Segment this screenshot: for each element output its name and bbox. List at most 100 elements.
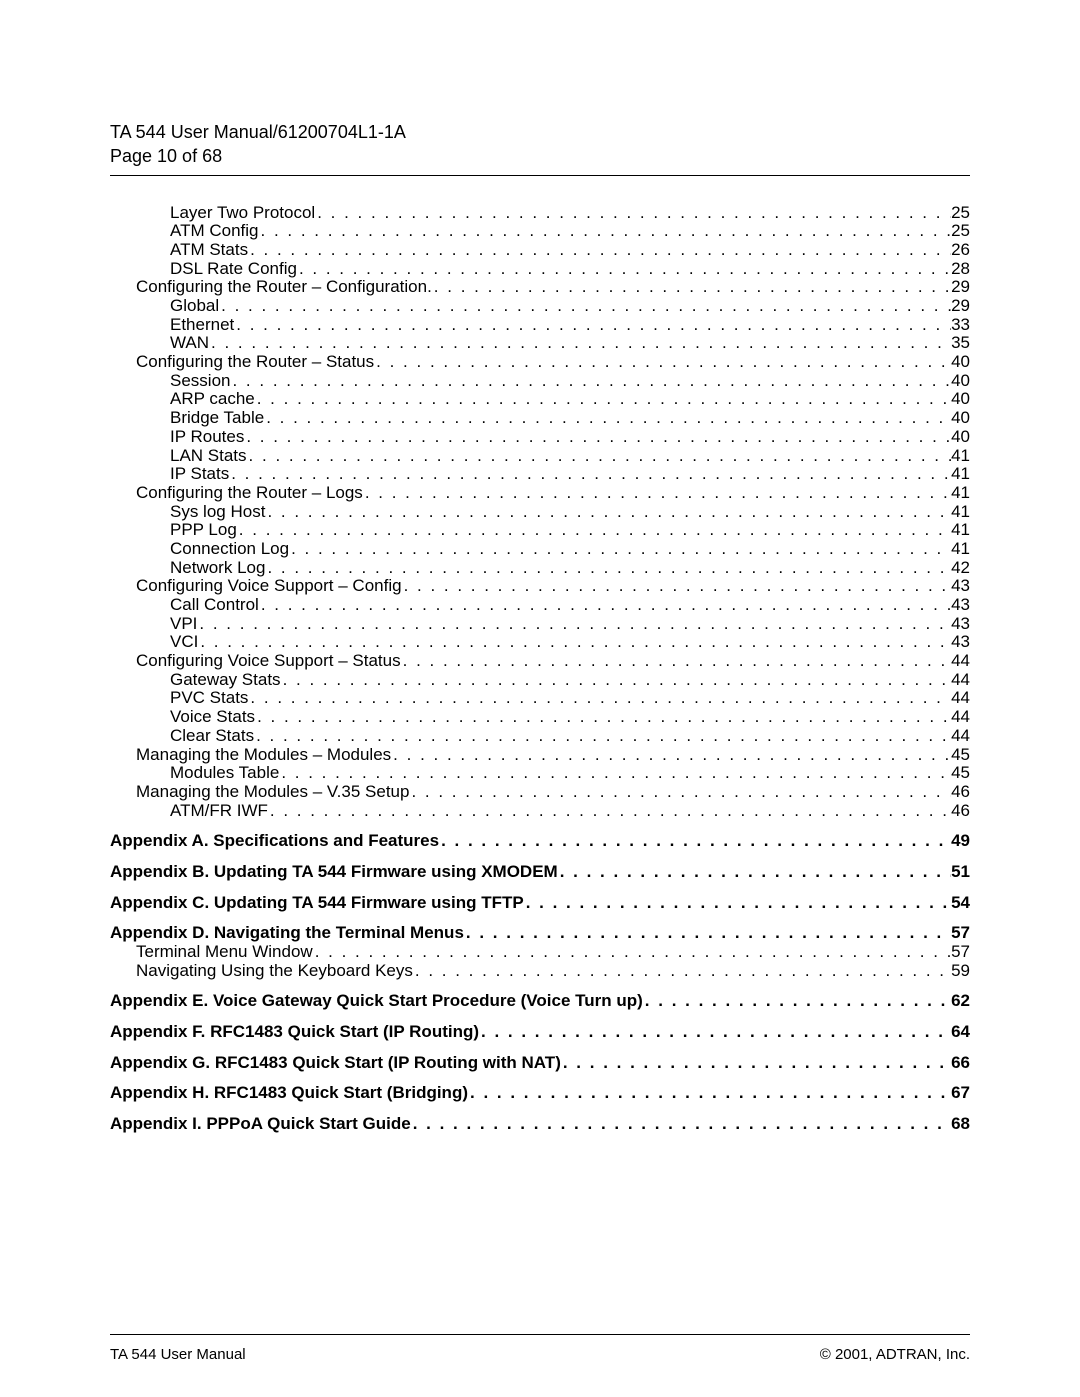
toc-entry-label: Navigating Using the Keyboard Keys	[136, 962, 413, 981]
toc-entry[interactable]: Appendix B. Updating TA 544 Firmware usi…	[110, 863, 970, 882]
toc-entry[interactable]: Gateway Stats 44	[110, 671, 970, 690]
toc-entry-label: DSL Rate Config	[170, 260, 297, 279]
toc-entry-leader	[234, 316, 951, 335]
toc-entry-page: 45	[951, 746, 970, 765]
toc-entry-label: Modules Table	[170, 764, 279, 783]
toc-entry-page: 44	[951, 708, 970, 727]
toc-entry-page: 41	[951, 540, 970, 559]
toc-entry-leader	[432, 278, 951, 297]
toc-entry-label: Appendix H. RFC1483 Quick Start (Bridgin…	[110, 1084, 468, 1103]
toc-entry-label: Managing the Modules – V.35 Setup	[136, 783, 409, 802]
toc-entry[interactable]: ATM/FR IWF 46	[110, 802, 970, 821]
toc-entry[interactable]: VCI 43	[110, 633, 970, 652]
toc-entry-leader	[259, 222, 952, 241]
toc-entry-leader	[524, 894, 951, 913]
toc-entry-leader	[255, 708, 951, 727]
toc-entry-page: 41	[951, 503, 970, 522]
toc-entry[interactable]: PPP Log 41	[110, 521, 970, 540]
toc-entry[interactable]: ARP cache 40	[110, 390, 970, 409]
toc-entry[interactable]: Call Control 43	[110, 596, 970, 615]
toc-entry-leader	[279, 764, 951, 783]
toc-entry[interactable]: Navigating Using the Keyboard Keys 59	[110, 962, 970, 981]
toc-entry-leader	[413, 962, 951, 981]
toc-entry[interactable]: Sys log Host 41	[110, 503, 970, 522]
toc-entry-page: 45	[951, 764, 970, 783]
toc-entry-page: 51	[951, 863, 970, 882]
toc-entry[interactable]: Session 40	[110, 372, 970, 391]
toc-entry[interactable]: Appendix I. PPPoA Quick Start Guide 68	[110, 1115, 970, 1134]
toc-entry-page: 26	[951, 241, 970, 260]
toc-entry-leader	[244, 428, 951, 447]
toc-entry[interactable]: ATM Stats 26	[110, 241, 970, 260]
toc-entry-page: 35	[951, 334, 970, 353]
toc-entry-page: 40	[951, 353, 970, 372]
toc-entry-label: Connection Log	[170, 540, 289, 559]
toc-entry-page: 66	[951, 1054, 970, 1073]
toc-entry[interactable]: Global 29	[110, 297, 970, 316]
toc-entry-page: 59	[951, 962, 970, 981]
toc-entry-label: Session	[170, 372, 230, 391]
toc-entry[interactable]: LAN Stats 41	[110, 447, 970, 466]
toc-entry[interactable]: Clear Stats 44	[110, 727, 970, 746]
toc-entry-page: 49	[951, 832, 970, 851]
toc-entry[interactable]: ATM Config 25	[110, 222, 970, 241]
toc-entry-leader	[229, 465, 951, 484]
toc-entry-label: PPP Log	[170, 521, 237, 540]
toc-entry[interactable]: Configuring Voice Support – Config 43	[110, 577, 970, 596]
toc-entry-leader	[374, 353, 951, 372]
toc-entry[interactable]: WAN 35	[110, 334, 970, 353]
toc-entry-page: 28	[951, 260, 970, 279]
toc-entry[interactable]: Configuring the Router – Configuration. …	[110, 278, 970, 297]
toc-entry-label: Sys log Host	[170, 503, 265, 522]
header-title: TA 544 User Manual/61200704L1-1A	[110, 120, 970, 144]
toc-entry[interactable]: Appendix C. Updating TA 544 Firmware usi…	[110, 894, 970, 913]
toc-entry[interactable]: Appendix A. Specifications and Features …	[110, 832, 970, 851]
toc-entry[interactable]: Ethernet 33	[110, 316, 970, 335]
toc-entry[interactable]: IP Routes 40	[110, 428, 970, 447]
toc-entry[interactable]: VPI 43	[110, 615, 970, 634]
toc-entry[interactable]: DSL Rate Config 28	[110, 260, 970, 279]
toc-entry-leader	[265, 559, 951, 578]
toc-entry[interactable]: Configuring the Router – Status 40	[110, 353, 970, 372]
toc-entry-page: 41	[951, 465, 970, 484]
toc-entry-label: Call Control	[170, 596, 259, 615]
toc-entry-leader	[479, 1023, 951, 1042]
toc-entry[interactable]: Terminal Menu Window 57	[110, 943, 970, 962]
toc-entry[interactable]: Voice Stats 44	[110, 708, 970, 727]
footer-rule	[110, 1334, 970, 1335]
toc-entry-label: VPI	[170, 615, 197, 634]
toc-entry-label: Appendix G. RFC1483 Quick Start (IP Rout…	[110, 1054, 561, 1073]
toc-entry-leader	[254, 727, 951, 746]
toc-entry[interactable]: Appendix E. Voice Gateway Quick Start Pr…	[110, 992, 970, 1011]
toc-entry-page: 46	[951, 783, 970, 802]
toc-entry[interactable]: Appendix H. RFC1483 Quick Start (Bridgin…	[110, 1084, 970, 1103]
toc-entry[interactable]: Appendix G. RFC1483 Quick Start (IP Rout…	[110, 1054, 970, 1073]
toc-entry-label: Layer Two Protocol	[170, 204, 315, 223]
toc-entry[interactable]: IP Stats 41	[110, 465, 970, 484]
toc-entry-page: 54	[951, 894, 970, 913]
toc-entry[interactable]: Managing the Modules – V.35 Setup 46	[110, 783, 970, 802]
toc-entry[interactable]: Bridge Table 40	[110, 409, 970, 428]
toc-entry-label: Managing the Modules – Modules	[136, 746, 391, 765]
toc-entry[interactable]: Connection Log 41	[110, 540, 970, 559]
toc-entry-label: ARP cache	[170, 390, 255, 409]
toc-entry-label: Network Log	[170, 559, 265, 578]
toc-entry-page: 41	[951, 521, 970, 540]
toc-entry[interactable]: Appendix F. RFC1483 Quick Start (IP Rout…	[110, 1023, 970, 1042]
toc-entry[interactable]: Appendix D. Navigating the Terminal Menu…	[110, 924, 970, 943]
toc-entry[interactable]: Managing the Modules – Modules 45	[110, 746, 970, 765]
toc-entry[interactable]: PVC Stats 44	[110, 689, 970, 708]
toc-entry-page: 43	[951, 633, 970, 652]
toc-entry-label: Appendix C. Updating TA 544 Firmware usi…	[110, 894, 524, 913]
toc-entry[interactable]: Configuring Voice Support – Status 44	[110, 652, 970, 671]
toc-entry[interactable]: Modules Table 45	[110, 764, 970, 783]
toc-entry-label: Bridge Table	[170, 409, 264, 428]
toc-entry-leader	[259, 596, 951, 615]
toc-entry-label: Configuring the Router – Configuration.	[136, 278, 432, 297]
toc-entry[interactable]: Configuring the Router – Logs 41	[110, 484, 970, 503]
toc-entry-page: 33	[951, 316, 970, 335]
toc-entry-label: Configuring Voice Support – Status	[136, 652, 401, 671]
toc-entry[interactable]: Network Log 42	[110, 559, 970, 578]
toc-entry[interactable]: Layer Two Protocol 25	[110, 204, 970, 223]
toc-entry-leader	[289, 540, 951, 559]
